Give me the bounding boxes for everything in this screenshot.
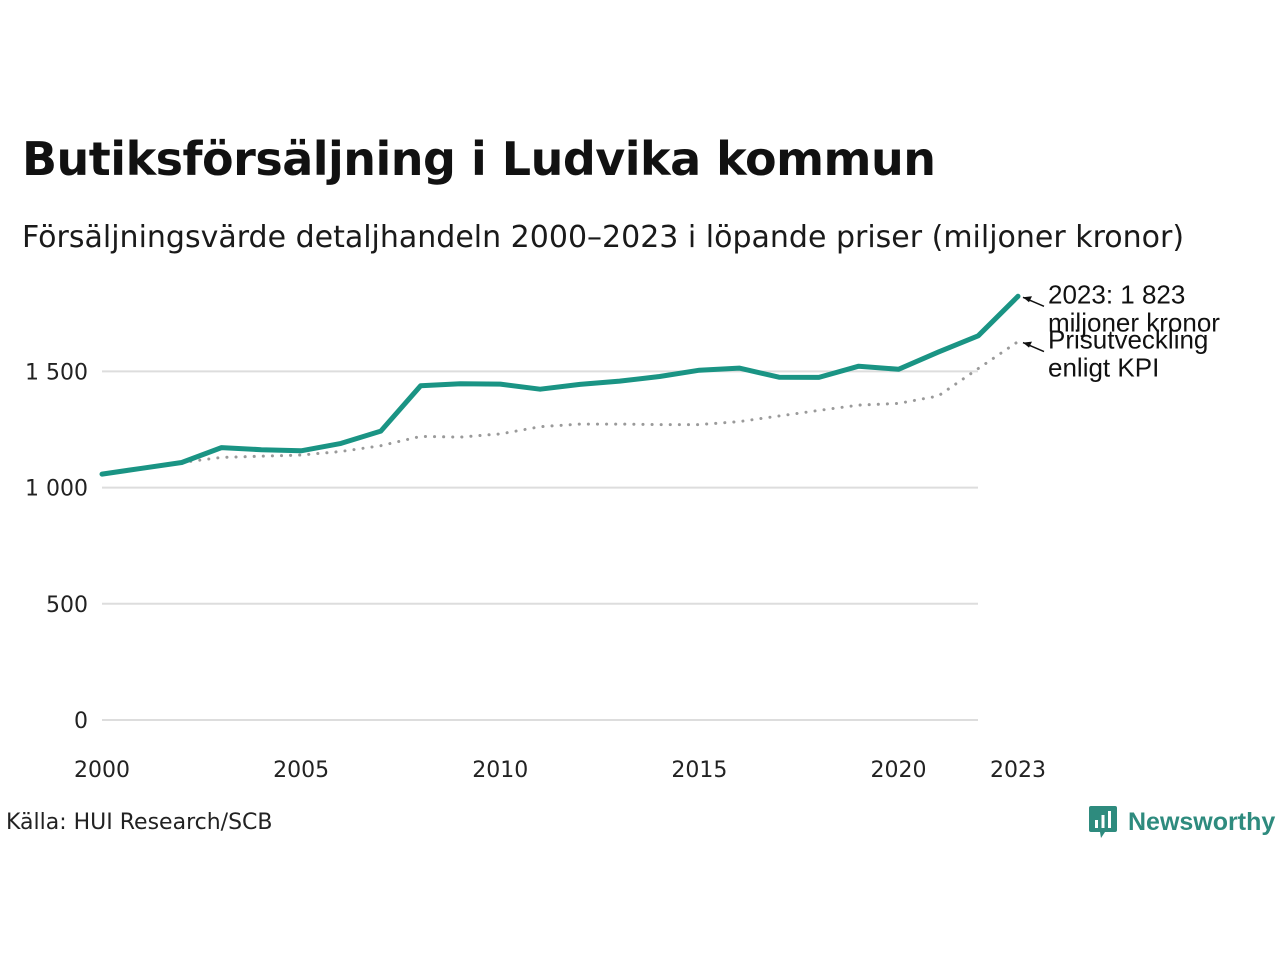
annotation-label: 2023: 1 823 — [1048, 279, 1185, 309]
y-tick-label: 1 500 — [25, 360, 88, 385]
x-tick-label: 2015 — [671, 758, 727, 783]
x-tick-label: 2010 — [472, 758, 528, 783]
x-tick-label: 2000 — [74, 758, 130, 783]
brand-name: Newsworthy — [1128, 807, 1276, 836]
y-axis-ticks: 0 500 1 000 1 500 — [25, 360, 88, 734]
series — [99, 293, 1021, 477]
y-tick-label: 500 — [46, 593, 88, 618]
annotation-label: enligt KPI — [1048, 353, 1159, 383]
kpi-series-line — [180, 340, 1020, 464]
chart-subtitle: Försäljningsvärde detaljhandeln 2000–202… — [22, 220, 1185, 255]
y-tick-label: 1 000 — [25, 477, 88, 502]
annotation-label: Prisutveckling — [1048, 325, 1208, 355]
newsworthy-logo-icon — [1089, 806, 1117, 838]
brand-logo[interactable]: Newsworthy — [1088, 804, 1275, 840]
annotation-arrowhead — [1023, 296, 1032, 303]
chart-title: Butiksförsäljning i Ludvika kommun — [22, 132, 936, 186]
x-tick-label: 2005 — [273, 758, 329, 783]
annotation-label: miljoner kronor — [1048, 307, 1220, 337]
annotation-arrowhead — [1023, 341, 1032, 348]
x-tick-label: 2020 — [871, 758, 927, 783]
y-tick-label: 0 — [74, 709, 88, 734]
gridlines — [102, 370, 978, 721]
source-note: Källa: HUI Research/SCB — [6, 810, 273, 835]
x-axis-ticks: 2000 2005 2010 2015 2020 2023 — [74, 758, 1046, 783]
sales-series-line — [99, 293, 1021, 477]
x-tick-label: 2023 — [990, 758, 1046, 783]
